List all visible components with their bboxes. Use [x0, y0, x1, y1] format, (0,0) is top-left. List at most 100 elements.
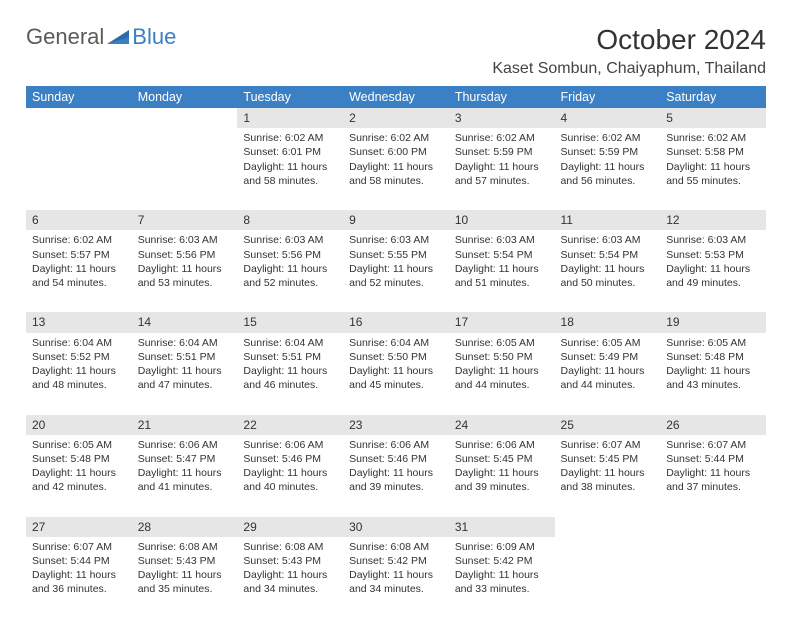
sunrise-line: Sunrise: 6:02 AM	[349, 131, 443, 145]
daylight-line: Daylight: 11 hours and 54 minutes.	[32, 262, 126, 290]
sunset-line: Sunset: 5:57 PM	[32, 248, 126, 262]
day-content-row: Sunrise: 6:07 AMSunset: 5:44 PMDaylight:…	[26, 537, 766, 619]
day-cell: Sunrise: 6:06 AMSunset: 5:46 PMDaylight:…	[343, 435, 449, 517]
day-cell: Sunrise: 6:07 AMSunset: 5:44 PMDaylight:…	[660, 435, 766, 517]
header: General Blue October 2024 Kaset Sombun, …	[26, 24, 766, 78]
sunset-line: Sunset: 6:01 PM	[243, 145, 337, 159]
sunset-line: Sunset: 5:52 PM	[32, 350, 126, 364]
day-number-cell: 27	[26, 517, 132, 537]
sunrise-line: Sunrise: 6:07 AM	[32, 540, 126, 554]
daylight-line: Daylight: 11 hours and 57 minutes.	[455, 160, 549, 188]
day-content-row: Sunrise: 6:02 AMSunset: 6:01 PMDaylight:…	[26, 128, 766, 210]
day-cell: Sunrise: 6:03 AMSunset: 5:56 PMDaylight:…	[132, 230, 238, 312]
day-cell: Sunrise: 6:03 AMSunset: 5:55 PMDaylight:…	[343, 230, 449, 312]
day-cell: Sunrise: 6:02 AMSunset: 6:01 PMDaylight:…	[237, 128, 343, 210]
sunset-line: Sunset: 6:00 PM	[349, 145, 443, 159]
daylight-line: Daylight: 11 hours and 56 minutes.	[561, 160, 655, 188]
day-cell: Sunrise: 6:04 AMSunset: 5:52 PMDaylight:…	[26, 333, 132, 415]
day-number-cell	[132, 108, 238, 128]
daylight-line: Daylight: 11 hours and 46 minutes.	[243, 364, 337, 392]
month-title: October 2024	[492, 24, 766, 56]
day-number-cell: 15	[237, 312, 343, 332]
sunrise-line: Sunrise: 6:07 AM	[561, 438, 655, 452]
day-cell: Sunrise: 6:05 AMSunset: 5:50 PMDaylight:…	[449, 333, 555, 415]
daylight-line: Daylight: 11 hours and 34 minutes.	[349, 568, 443, 596]
daylight-line: Daylight: 11 hours and 42 minutes.	[32, 466, 126, 494]
daynum-row: 13141516171819	[26, 312, 766, 332]
daylight-line: Daylight: 11 hours and 41 minutes.	[138, 466, 232, 494]
day-number-cell: 19	[660, 312, 766, 332]
day-cell: Sunrise: 6:07 AMSunset: 5:44 PMDaylight:…	[26, 537, 132, 619]
daylight-line: Daylight: 11 hours and 33 minutes.	[455, 568, 549, 596]
daylight-line: Daylight: 11 hours and 45 minutes.	[349, 364, 443, 392]
day-cell	[132, 128, 238, 210]
day-number-cell: 9	[343, 210, 449, 230]
sunset-line: Sunset: 5:51 PM	[138, 350, 232, 364]
daylight-line: Daylight: 11 hours and 47 minutes.	[138, 364, 232, 392]
daylight-line: Daylight: 11 hours and 48 minutes.	[32, 364, 126, 392]
day-cell: Sunrise: 6:02 AMSunset: 5:59 PMDaylight:…	[555, 128, 661, 210]
day-cell: Sunrise: 6:03 AMSunset: 5:56 PMDaylight:…	[237, 230, 343, 312]
daylight-line: Daylight: 11 hours and 38 minutes.	[561, 466, 655, 494]
day-cell: Sunrise: 6:09 AMSunset: 5:42 PMDaylight:…	[449, 537, 555, 619]
day-number-cell	[555, 517, 661, 537]
sunset-line: Sunset: 5:45 PM	[455, 452, 549, 466]
sunset-line: Sunset: 5:43 PM	[243, 554, 337, 568]
day-cell: Sunrise: 6:06 AMSunset: 5:47 PMDaylight:…	[132, 435, 238, 517]
day-number-cell: 26	[660, 415, 766, 435]
day-cell: Sunrise: 6:08 AMSunset: 5:43 PMDaylight:…	[132, 537, 238, 619]
day-number-cell: 31	[449, 517, 555, 537]
day-number-cell: 30	[343, 517, 449, 537]
sunrise-line: Sunrise: 6:03 AM	[243, 233, 337, 247]
weekday-header: Saturday	[660, 86, 766, 108]
daylight-line: Daylight: 11 hours and 52 minutes.	[243, 262, 337, 290]
sunset-line: Sunset: 5:49 PM	[561, 350, 655, 364]
day-cell: Sunrise: 6:05 AMSunset: 5:48 PMDaylight:…	[26, 435, 132, 517]
sunset-line: Sunset: 5:46 PM	[349, 452, 443, 466]
sunset-line: Sunset: 5:47 PM	[138, 452, 232, 466]
sunset-line: Sunset: 5:55 PM	[349, 248, 443, 262]
sunset-line: Sunset: 5:54 PM	[455, 248, 549, 262]
calendar-table: SundayMondayTuesdayWednesdayThursdayFrid…	[26, 86, 766, 619]
day-number-cell: 13	[26, 312, 132, 332]
sunrise-line: Sunrise: 6:05 AM	[666, 336, 760, 350]
day-cell: Sunrise: 6:03 AMSunset: 5:54 PMDaylight:…	[555, 230, 661, 312]
sunset-line: Sunset: 5:43 PM	[138, 554, 232, 568]
day-number-cell: 28	[132, 517, 238, 537]
day-cell: Sunrise: 6:07 AMSunset: 5:45 PMDaylight:…	[555, 435, 661, 517]
day-cell: Sunrise: 6:03 AMSunset: 5:54 PMDaylight:…	[449, 230, 555, 312]
day-number-cell: 5	[660, 108, 766, 128]
day-cell: Sunrise: 6:06 AMSunset: 5:45 PMDaylight:…	[449, 435, 555, 517]
day-cell	[555, 537, 661, 619]
day-cell: Sunrise: 6:02 AMSunset: 5:58 PMDaylight:…	[660, 128, 766, 210]
day-cell: Sunrise: 6:04 AMSunset: 5:51 PMDaylight:…	[132, 333, 238, 415]
day-number-cell	[26, 108, 132, 128]
day-number-cell: 3	[449, 108, 555, 128]
day-cell: Sunrise: 6:03 AMSunset: 5:53 PMDaylight:…	[660, 230, 766, 312]
daylight-line: Daylight: 11 hours and 58 minutes.	[349, 160, 443, 188]
daylight-line: Daylight: 11 hours and 36 minutes.	[32, 568, 126, 596]
daylight-line: Daylight: 11 hours and 35 minutes.	[138, 568, 232, 596]
sunset-line: Sunset: 5:50 PM	[455, 350, 549, 364]
sunrise-line: Sunrise: 6:02 AM	[666, 131, 760, 145]
daynum-row: 12345	[26, 108, 766, 128]
sunrise-line: Sunrise: 6:06 AM	[138, 438, 232, 452]
day-number-cell: 23	[343, 415, 449, 435]
day-cell: Sunrise: 6:02 AMSunset: 5:57 PMDaylight:…	[26, 230, 132, 312]
day-cell: Sunrise: 6:08 AMSunset: 5:43 PMDaylight:…	[237, 537, 343, 619]
sunrise-line: Sunrise: 6:04 AM	[32, 336, 126, 350]
day-cell: Sunrise: 6:04 AMSunset: 5:51 PMDaylight:…	[237, 333, 343, 415]
day-number-cell: 21	[132, 415, 238, 435]
day-number-cell: 22	[237, 415, 343, 435]
day-number-cell: 17	[449, 312, 555, 332]
sunrise-line: Sunrise: 6:02 AM	[243, 131, 337, 145]
sunrise-line: Sunrise: 6:02 AM	[32, 233, 126, 247]
day-number-cell: 16	[343, 312, 449, 332]
sunrise-line: Sunrise: 6:05 AM	[561, 336, 655, 350]
weekday-header: Monday	[132, 86, 238, 108]
day-number-cell: 14	[132, 312, 238, 332]
day-content-row: Sunrise: 6:02 AMSunset: 5:57 PMDaylight:…	[26, 230, 766, 312]
daylight-line: Daylight: 11 hours and 39 minutes.	[455, 466, 549, 494]
sunrise-line: Sunrise: 6:04 AM	[138, 336, 232, 350]
daylight-line: Daylight: 11 hours and 49 minutes.	[666, 262, 760, 290]
